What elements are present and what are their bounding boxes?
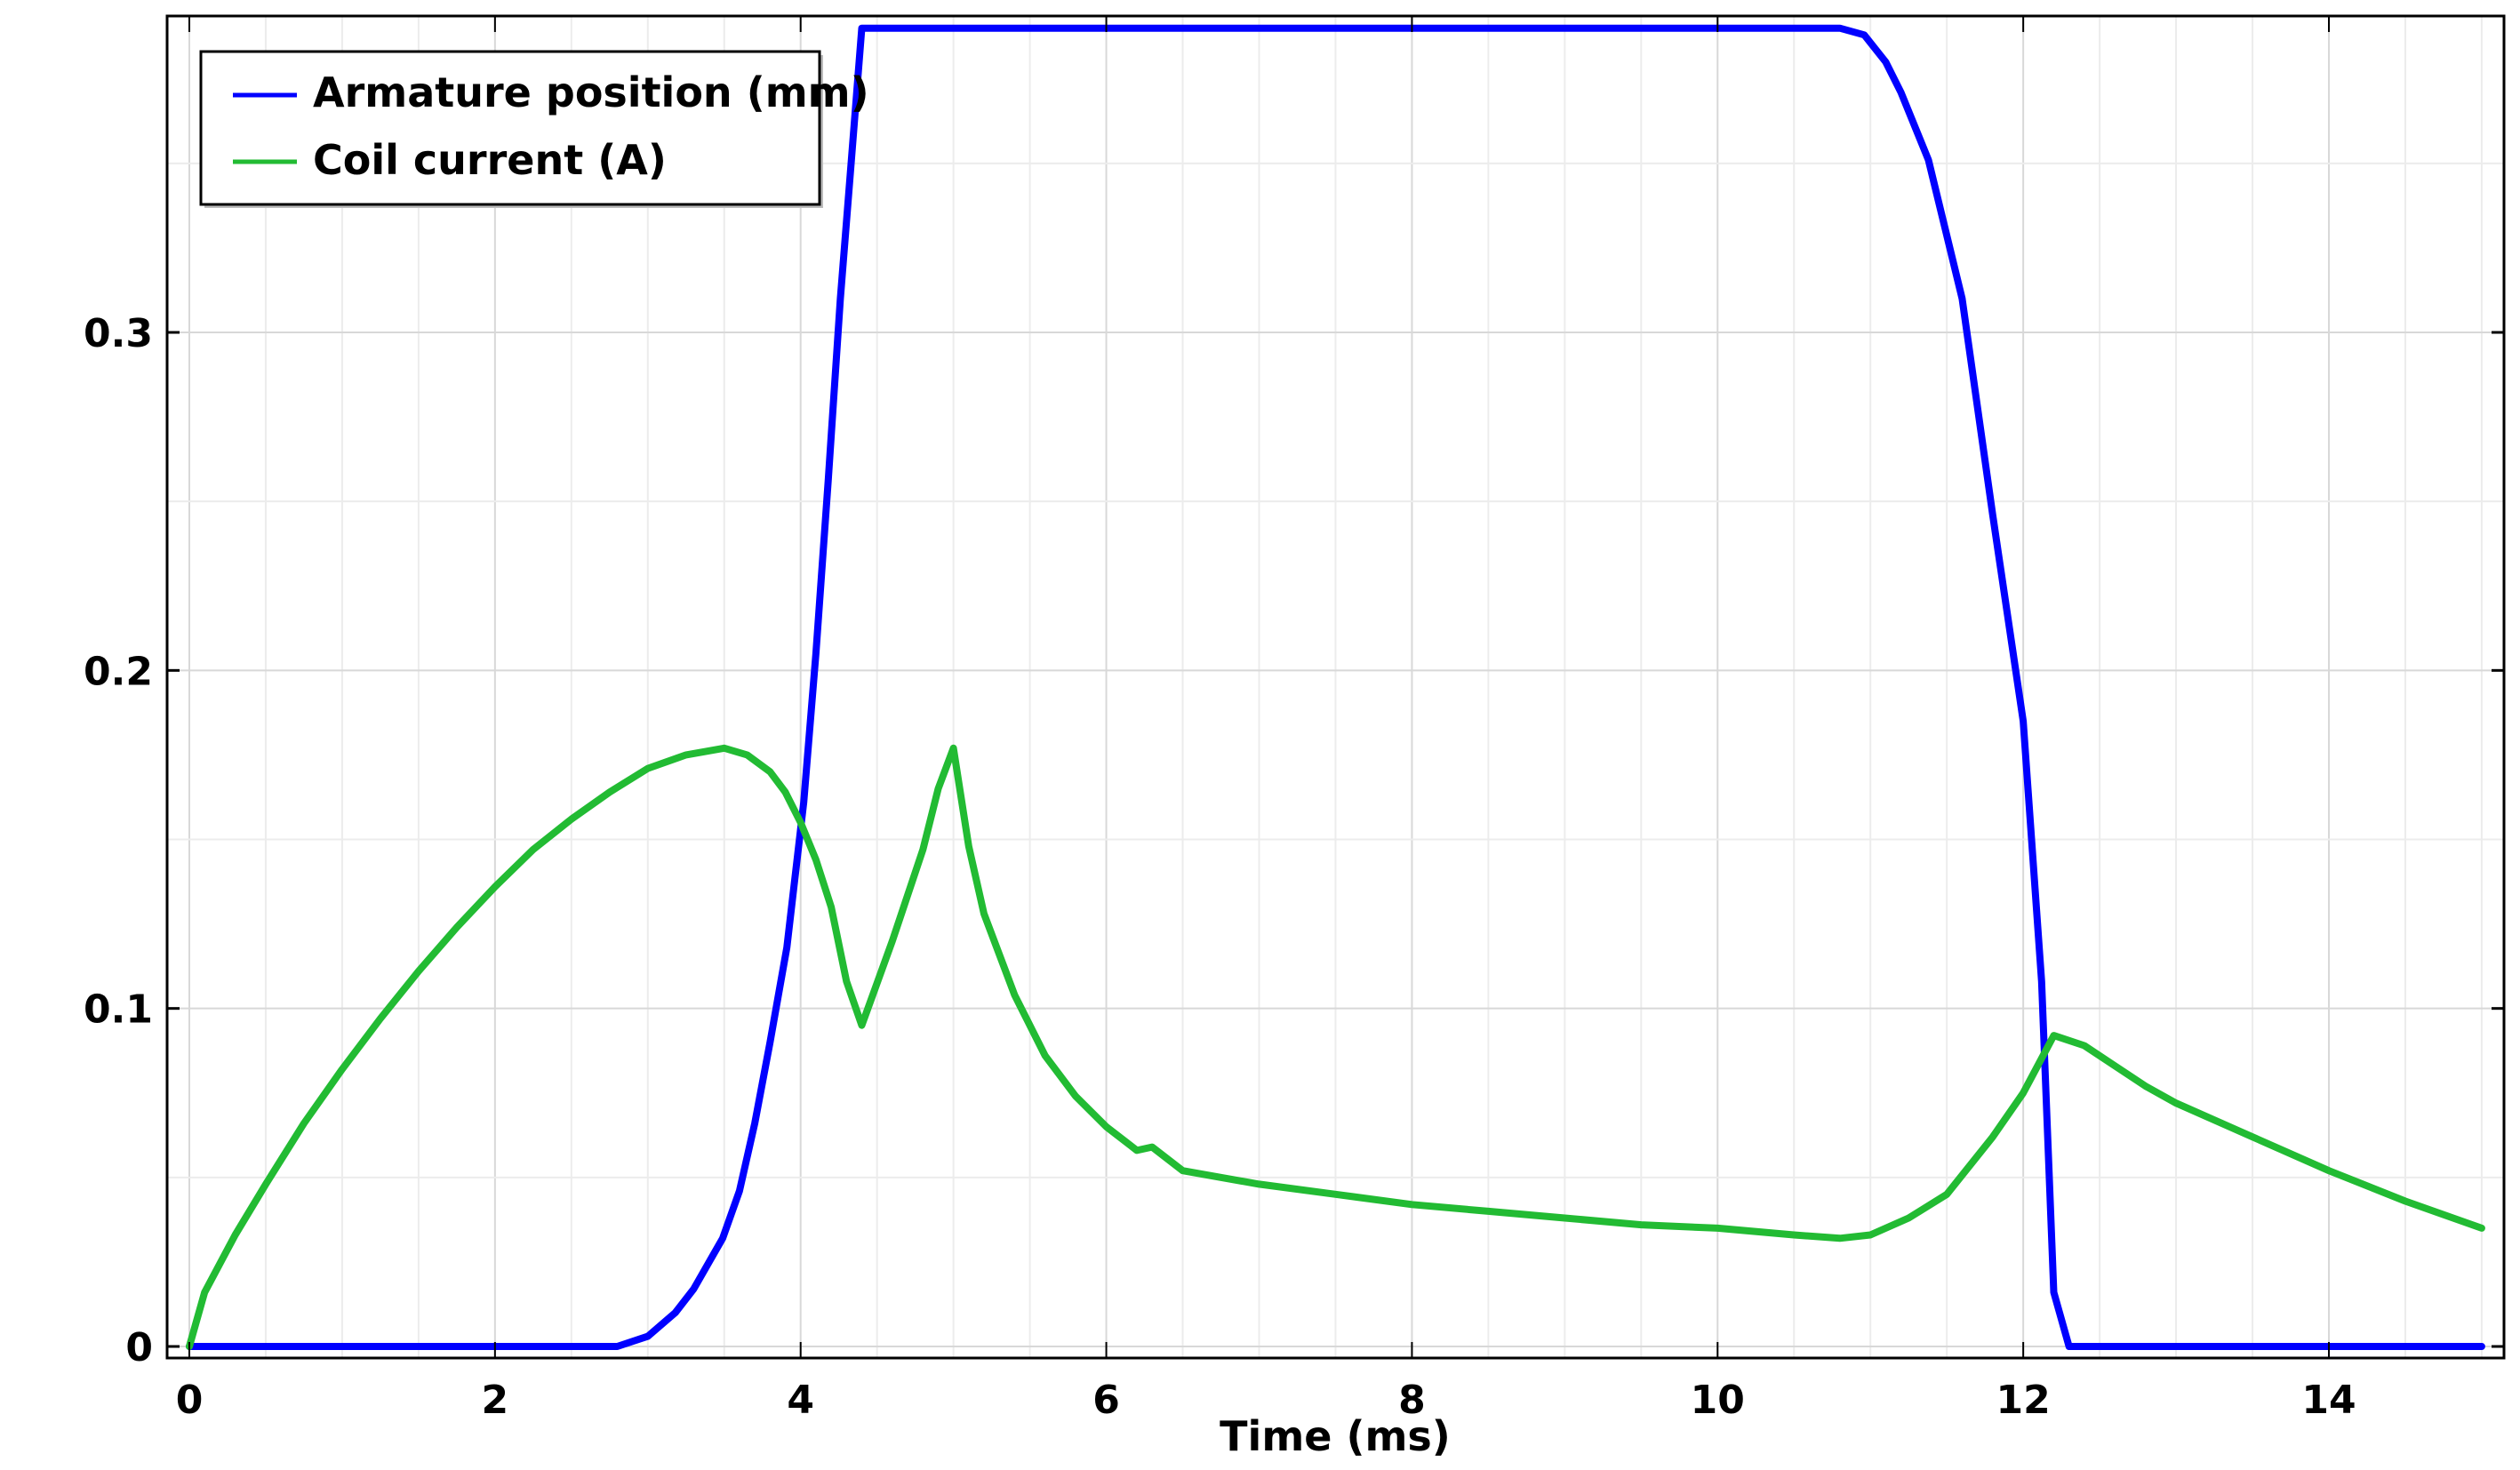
- series-lines: [186, 24, 2485, 1350]
- x-tick-label: 14: [2301, 1378, 2356, 1423]
- x-tick-label: 8: [1398, 1378, 1426, 1423]
- legend-label-coil-current: Coil current (A): [313, 136, 667, 184]
- x-tick-label: 6: [1092, 1378, 1120, 1423]
- x-tick-label: 12: [1996, 1378, 2051, 1423]
- grid-lines: [167, 16, 2504, 1358]
- y-tick-labels: 0 0.1 0.2 0.3: [84, 311, 153, 1370]
- legend: Armature position (mm) Coil current (A): [199, 50, 869, 208]
- x-tick-label: 2: [482, 1378, 509, 1423]
- y-tick-label: 0.1: [84, 987, 153, 1033]
- legend-label-armature-position: Armature position (mm): [313, 68, 869, 116]
- x-axis-title: Time (ms): [1220, 1412, 1451, 1460]
- x-tick-label: 10: [1691, 1378, 1745, 1423]
- series-line-coil-current: [186, 744, 2485, 1350]
- legend-box: [199, 50, 821, 206]
- y-tick-label: 0.2: [84, 649, 153, 694]
- x-tick-labels: 0 2 4 6 8 10 12 14: [176, 1378, 2356, 1423]
- y-tick-label: 0.3: [84, 311, 153, 356]
- x-tick-label: 4: [787, 1378, 814, 1423]
- series-line-armature-position: [186, 24, 2485, 1350]
- plot-frame: [165, 14, 2506, 1360]
- y-tick-label: 0: [125, 1325, 153, 1370]
- tick-marks: [167, 16, 2504, 1358]
- x-tick-label: 0: [176, 1378, 204, 1423]
